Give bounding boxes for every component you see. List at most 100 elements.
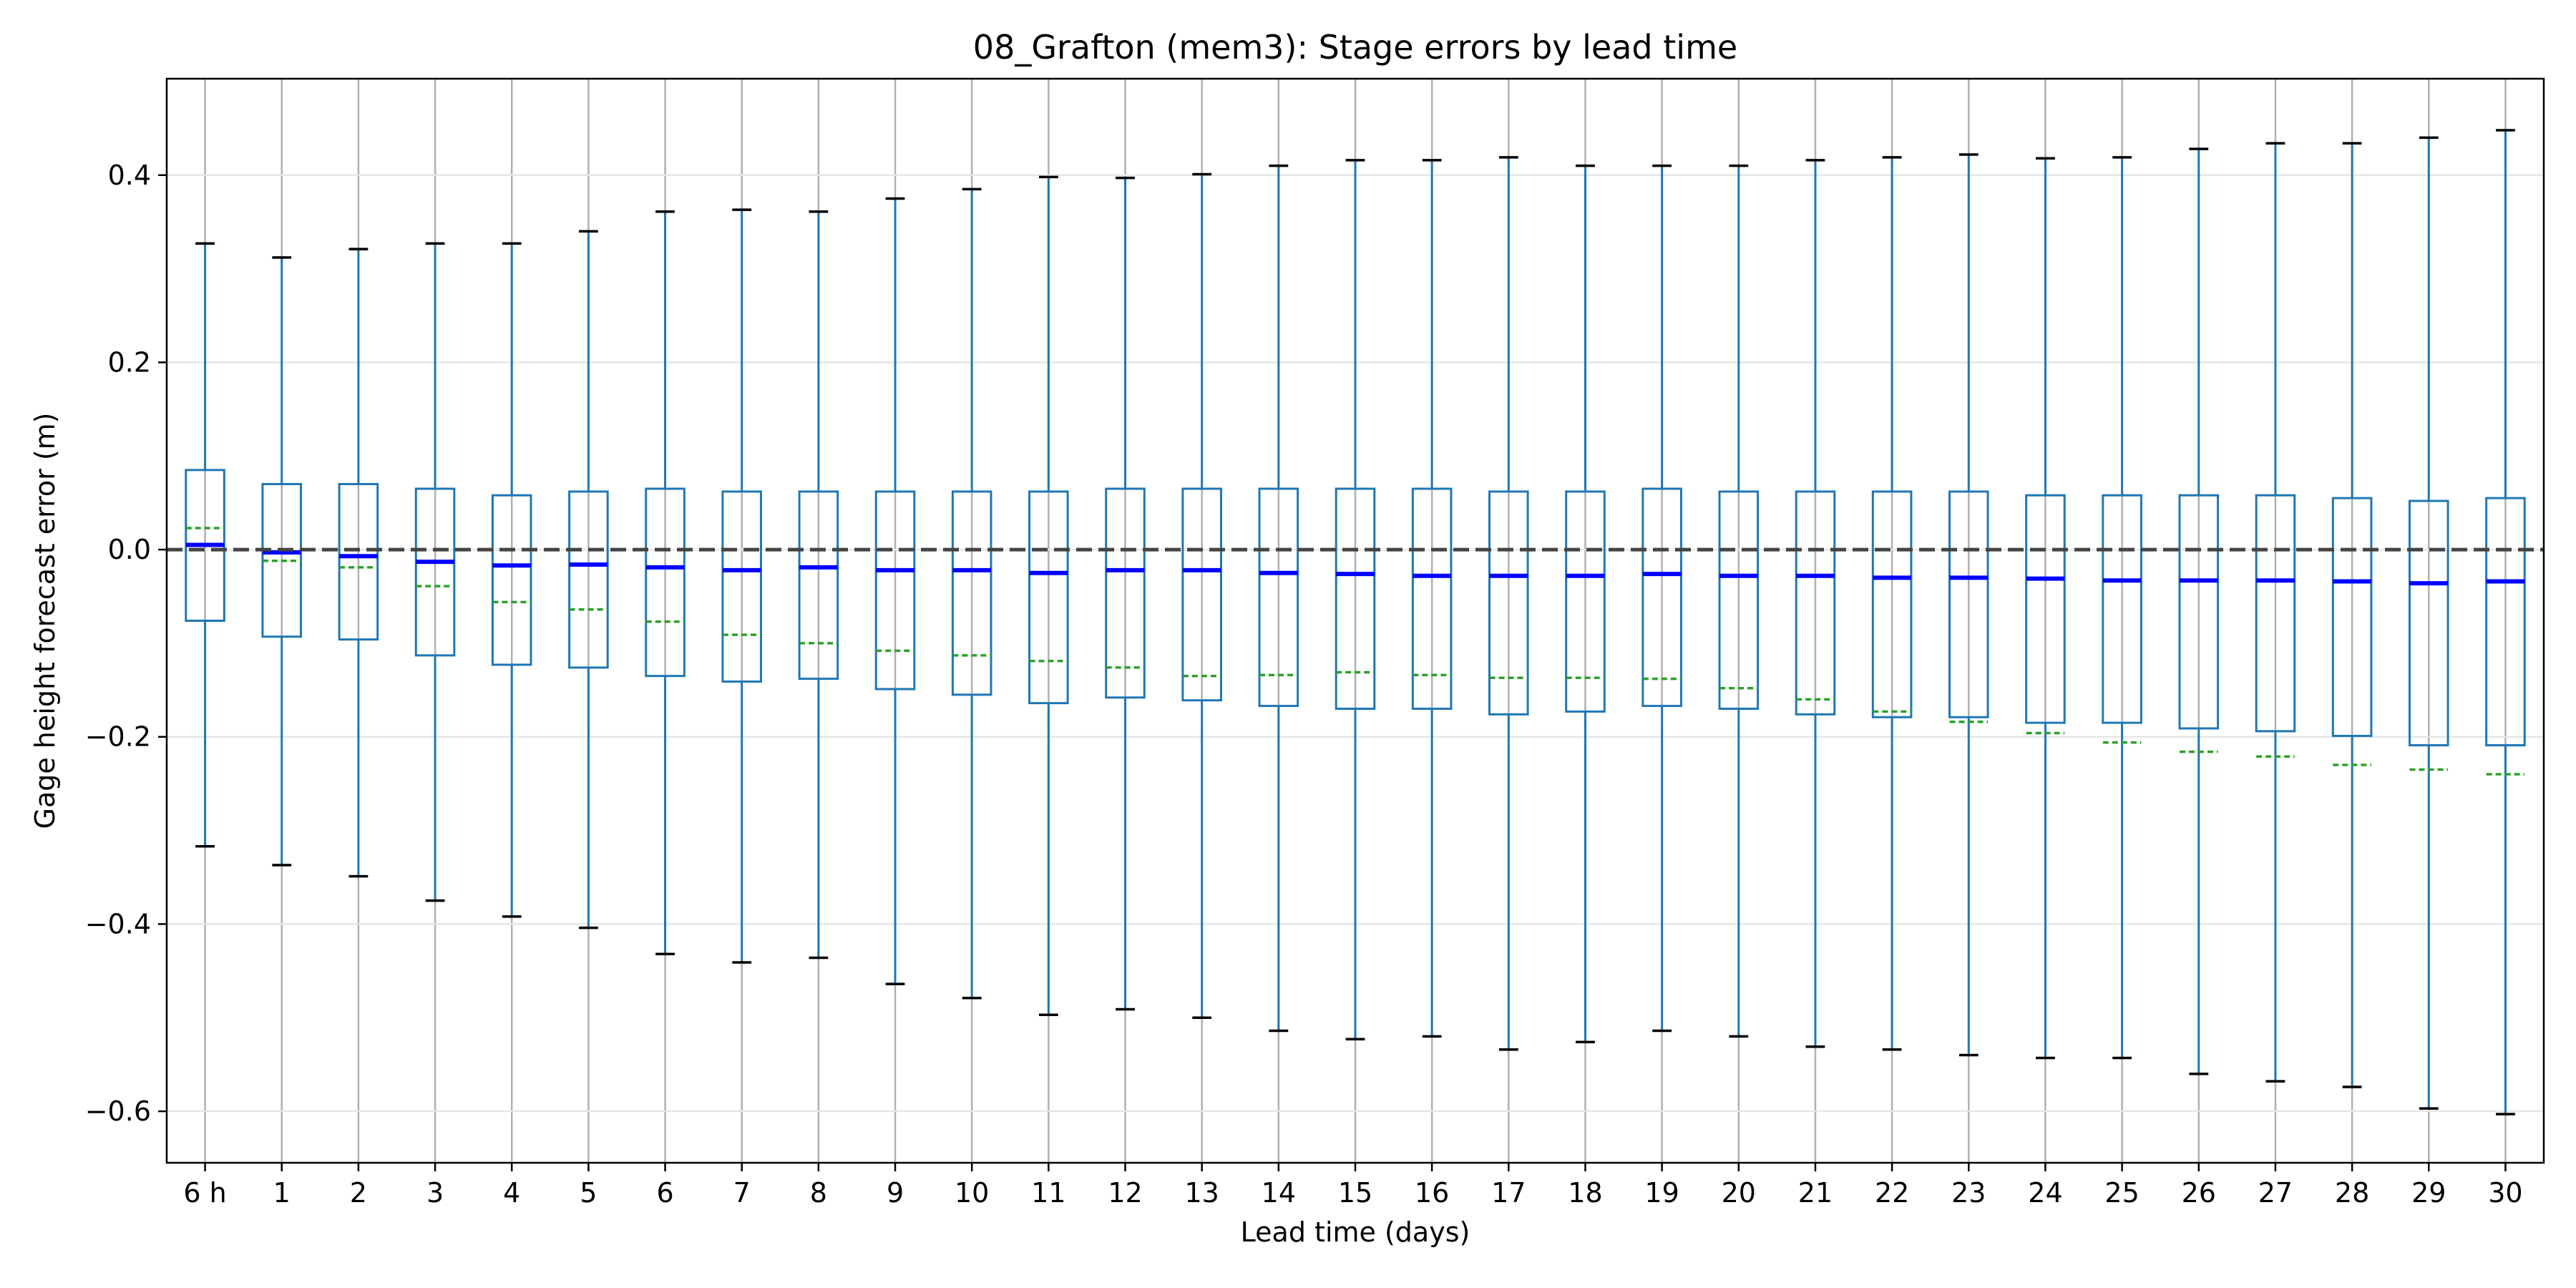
- box-group: [1718, 164, 1760, 1038]
- interquartile-box: [2485, 497, 2526, 747]
- x-tick-label: 6 h: [183, 1177, 226, 1209]
- x-tick-label: 11: [1031, 1177, 1065, 1209]
- x-tick-label: 2: [350, 1177, 367, 1209]
- interquartile-box: [1028, 490, 1069, 705]
- axis-layer: 6 h 1 2 3 4 5 6 7 8 9 10 11 12 13 14 15 16 17 18 19 20 21 22 23…: [85, 160, 2523, 1209]
- box-group: [645, 210, 686, 956]
- x-tick-label: 13: [1184, 1177, 1219, 1209]
- interquartile-box: [645, 487, 686, 678]
- interquartile-box: [1411, 487, 1453, 710]
- x-tick-label: 16: [1415, 1177, 1449, 1209]
- interquartile-box: [2025, 494, 2066, 724]
- x-tick-label: 20: [1722, 1177, 1756, 1209]
- interquartile-box: [1335, 487, 1376, 710]
- box-group: [1411, 159, 1453, 1038]
- interquartile-box: [1488, 490, 1529, 716]
- interquartile-box: [2408, 499, 2449, 747]
- interquartile-box: [1871, 490, 1913, 718]
- interquartile-box: [414, 487, 456, 657]
- y-tick-label: −0.6: [85, 1096, 151, 1127]
- x-tick-label: 12: [1108, 1177, 1142, 1209]
- box-group: [1028, 175, 1069, 1017]
- interquartile-box: [568, 490, 609, 669]
- interquartile-box: [2331, 497, 2373, 737]
- x-tick-label: 26: [2182, 1177, 2216, 1209]
- x-tick-label: 8: [810, 1177, 827, 1209]
- box-layer: [185, 129, 2526, 1116]
- interquartile-box: [1795, 490, 1836, 716]
- interquartile-box: [491, 494, 532, 666]
- y-tick-label: −0.2: [85, 721, 151, 753]
- interquartile-box: [951, 490, 992, 696]
- box-group: [1948, 153, 1989, 1057]
- box-group: [261, 256, 303, 867]
- y-tick-label: 0.4: [108, 160, 151, 191]
- box-group: [798, 210, 839, 960]
- interquartile-box: [1105, 487, 1146, 699]
- interquartile-box: [1258, 487, 1299, 708]
- box-group: [491, 242, 532, 918]
- box-group: [951, 187, 992, 1000]
- x-tick-label: 17: [1491, 1177, 1526, 1209]
- interquartile-box: [2255, 494, 2296, 733]
- x-tick-label: 4: [503, 1177, 520, 1209]
- box-group: [2255, 142, 2296, 1083]
- x-tick-label: 24: [2028, 1177, 2062, 1209]
- x-tick-label: 21: [1798, 1177, 1833, 1209]
- y-tick-label: 0.2: [108, 346, 151, 378]
- box-group: [1335, 159, 1376, 1041]
- y-tick-label: 0.0: [108, 534, 151, 565]
- box-group: [1795, 159, 1836, 1048]
- box-group: [185, 242, 225, 848]
- x-tick-label: 15: [1338, 1177, 1372, 1209]
- box-group: [2178, 147, 2220, 1075]
- x-tick-label: 1: [273, 1177, 291, 1209]
- box-group: [1181, 172, 1222, 1019]
- interquartile-box: [2178, 494, 2220, 730]
- box-group: [2102, 156, 2142, 1060]
- interquartile-box: [2102, 494, 2142, 724]
- box-group: [874, 197, 916, 985]
- interquartile-box: [1565, 490, 1606, 713]
- box-group: [1565, 164, 1606, 1043]
- x-tick-label: 23: [1951, 1177, 1986, 1209]
- y-axis-label: Gage height forecast error (m): [29, 412, 61, 829]
- x-tick-label: 19: [1644, 1177, 1679, 1209]
- x-tick-label: 25: [2104, 1177, 2139, 1209]
- x-tick-label: 9: [887, 1177, 904, 1209]
- x-tick-label: 3: [426, 1177, 444, 1209]
- box-group: [414, 242, 456, 902]
- box-group: [338, 248, 379, 878]
- interquartile-box: [1718, 490, 1760, 710]
- box-group: [721, 208, 763, 964]
- x-tick-label: 6: [656, 1177, 673, 1209]
- x-tick-label: 5: [580, 1177, 597, 1209]
- x-tick-label: 27: [2258, 1177, 2293, 1209]
- box-group: [1871, 156, 1913, 1051]
- interquartile-box: [874, 490, 916, 691]
- interquartile-box: [721, 490, 763, 683]
- interquartile-box: [798, 490, 839, 680]
- x-tick-label: 18: [1568, 1177, 1602, 1209]
- x-tick-label: 29: [2411, 1177, 2446, 1209]
- interquartile-box: [338, 482, 379, 641]
- x-axis-label: Lead time (days): [1241, 1216, 1470, 1248]
- x-tick-label: 28: [2335, 1177, 2369, 1209]
- box-group: [1641, 164, 1682, 1033]
- box-group: [2485, 129, 2526, 1116]
- x-tick-label: 30: [2488, 1177, 2522, 1209]
- y-tick-label: −0.4: [85, 908, 151, 940]
- box-group: [2408, 136, 2449, 1110]
- x-tick-label: 7: [733, 1177, 751, 1209]
- box-group: [1258, 164, 1299, 1033]
- interquartile-box: [1181, 487, 1222, 702]
- x-tick-label: 22: [1875, 1177, 1909, 1209]
- box-group: [1105, 176, 1146, 1011]
- box-group: [568, 230, 609, 930]
- box-group: [2025, 157, 2066, 1060]
- interquartile-box: [1641, 487, 1682, 708]
- chart-title: 08_Grafton (mem3): Stage errors by lead …: [973, 28, 1737, 67]
- x-tick-label: 10: [955, 1177, 989, 1209]
- interquartile-box: [1948, 490, 1989, 718]
